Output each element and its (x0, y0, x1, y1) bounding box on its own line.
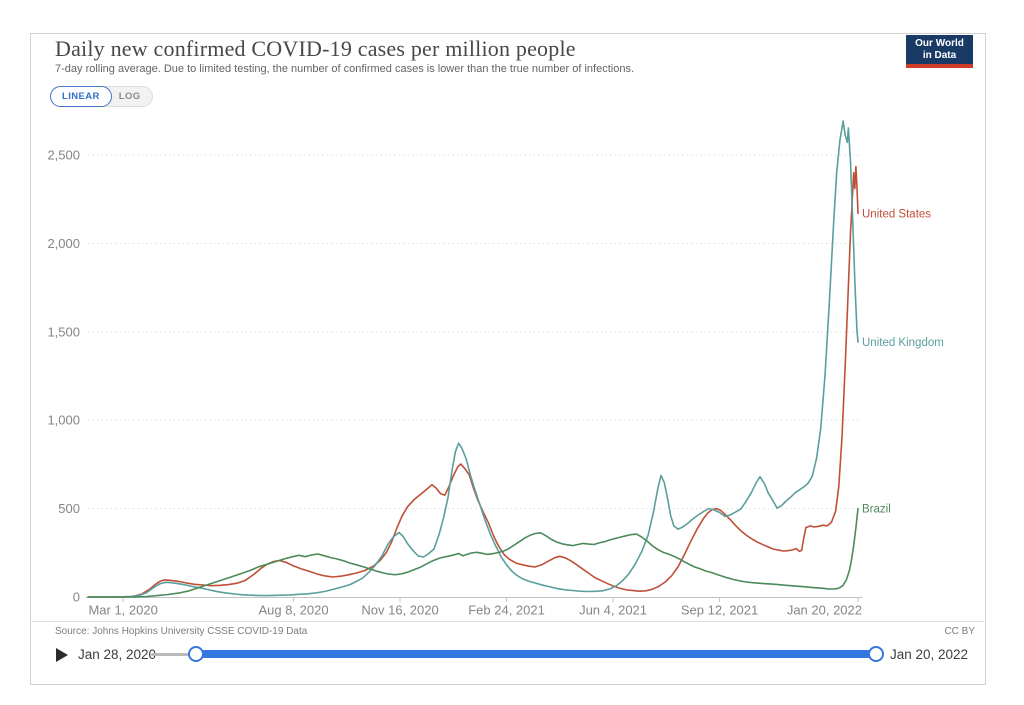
y-tick-label: 1,000 (47, 413, 80, 428)
footer-divider (30, 621, 984, 622)
linear-scale-button[interactable]: LINEAR (50, 86, 112, 107)
x-tick-label: Mar 1, 2020 (88, 603, 157, 618)
y-tick-label: 0 (73, 590, 80, 605)
x-tick-label: Jan 20, 2022 (787, 603, 862, 618)
x-tick-label: Sep 12, 2021 (681, 603, 758, 618)
owid-logo[interactable]: Our World in Data (906, 35, 973, 68)
timeline-track[interactable] (196, 650, 876, 658)
series-line-brazil[interactable] (87, 507, 859, 598)
timeline-track-inactive (151, 653, 193, 656)
x-tick-label: Nov 16, 2020 (361, 603, 438, 618)
y-tick-label: 500 (58, 501, 80, 516)
timeline-end-handle[interactable] (868, 646, 884, 662)
license-link[interactable]: CC BY (944, 626, 975, 637)
series-label-brazil: Brazil (862, 504, 891, 516)
y-tick-label: 2,500 (47, 148, 80, 163)
source-text: Source: Johns Hopkins University CSSE CO… (55, 626, 308, 637)
x-tick-label: Aug 8, 2020 (258, 603, 328, 618)
timeline-end-date: Jan 20, 2022 (890, 647, 969, 662)
y-tick-label: 2,000 (47, 236, 80, 251)
play-icon[interactable] (56, 648, 68, 662)
series-label-united-kingdom: United Kingdom (862, 337, 944, 349)
y-tick-label: 1,500 (47, 324, 80, 339)
series-line-united-states[interactable] (87, 165, 859, 598)
x-tick-label: Jun 4, 2021 (579, 603, 647, 618)
scale-toggle: LINEAR LOG (50, 86, 153, 107)
series-label-united-states: United States (862, 208, 931, 220)
owid-logo-line2: in Data (922, 50, 957, 61)
page-title: Daily new confirmed COVID-19 cases per m… (55, 36, 576, 61)
timeline-start-date: Jan 28, 2020 (78, 647, 157, 662)
series-line-united-kingdom[interactable] (87, 120, 859, 598)
x-tick-label: Feb 24, 2021 (468, 603, 545, 618)
owid-logo-line1: Our World (915, 38, 964, 49)
timeline-start-handle[interactable] (188, 646, 204, 662)
log-scale-button[interactable]: LOG (111, 87, 152, 106)
page-subtitle: 7-day rolling average. Due to limited te… (55, 63, 635, 75)
